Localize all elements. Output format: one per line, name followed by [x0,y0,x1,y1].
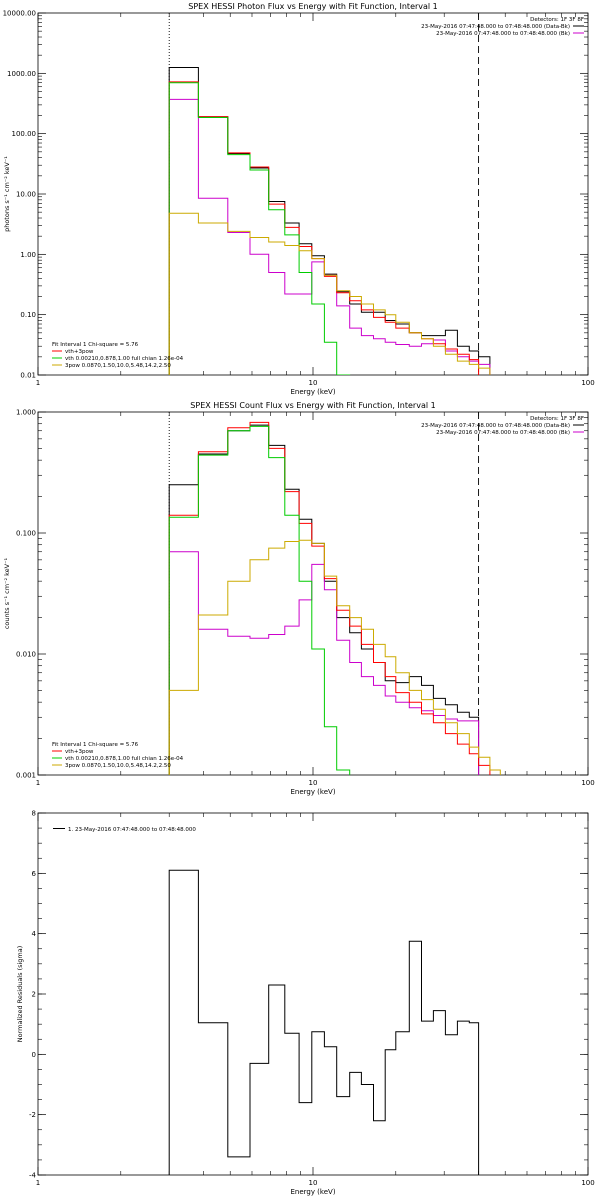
y-tick-label: -4 [29,1172,37,1180]
legend-entry: 3pow 0.0870,1.50,10.0,5.48,14.2,2.50 [65,763,171,769]
x-tick-label: 10 [309,379,318,387]
legend-entry: vth+3pow [65,749,94,755]
series-line [168,869,480,1175]
series-residuals [168,869,480,1175]
x-tick-label: 100 [581,379,594,387]
series-line [168,81,480,375]
legend-entry: vth+3pow [65,349,94,355]
x-tick-label: 1 [36,779,40,787]
series-vth [168,425,351,775]
y-axis-label: photons s⁻¹ cm⁻² keV⁻¹ [3,156,11,232]
legend-entry: 23-May-2016 07:47:48.000 to 07:48:48.000… [421,423,570,429]
y-tick-label: -2 [29,1111,36,1119]
legend-entry: 3pow 0.0870,1.50,10.0,5.48,14.2,2.50 [65,363,171,369]
series-line [168,425,351,775]
legend-entry: vth 0.00210,0.878,1.00 full chian 1.26e-… [65,356,184,362]
series-bk [168,98,491,375]
x-tick-label: 10 [309,1179,318,1187]
series-line [168,539,501,775]
x-tick-label: 100 [581,1179,594,1187]
panel-3: 1 10 100 Energy (keV) -4 -2 0 2 4 6 8 Normalized Re… [16,810,595,1197]
legend-entry: Detectors: 1F 3F 8F [530,416,584,422]
legend-entry: Detectors: 1F 3F 8F [530,17,584,23]
x-axis-label: Energy (keV) [290,1188,335,1196]
y-tick-label: 1.00 [20,251,36,259]
series-3pow [168,539,501,775]
y-tick-label: 10000.00 [3,10,36,18]
plot-frame [37,411,589,776]
series-vth-3pow [168,421,491,775]
series-data-bk [168,424,480,775]
y-tick-label: 1.000 [16,409,36,417]
panel-1: SPEX HESSI Photon Flux vs Energy with Fi… [3,2,595,396]
x-tick-label: 100 [581,779,594,787]
y-tick-label: 10.00 [16,191,36,199]
legend-entry: 23-May-2016 07:47:48.000 to 07:48:48.000… [421,24,570,30]
legend-entry: 1. 23-May-2016 07:47:48.000 to 07:48:48.… [68,827,196,833]
chart-title: SPEX HESSI Count Flux vs Energy with Fit… [190,401,435,410]
legend-entry: 23-May-2016 07:47:48.000 to 07:48:48.000… [436,430,570,436]
plot-frame [37,12,589,376]
series-line [168,421,491,775]
y-tick-label: 0 [32,1051,36,1059]
series-data-bk [168,67,491,375]
series-line [168,67,491,375]
y-tick-label: 100.00 [12,130,37,138]
series-3pow [168,212,491,375]
y-axis-label: Normalized Residuals (sigma) [16,946,24,1043]
series-line [168,98,491,375]
y-tick-label: 0.100 [16,530,36,538]
legend-entry: 23-May-2016 07:47:48.000 to 07:48:48.000… [436,31,570,37]
legend-entry: vth 0.00210,0.878,1.00 full chian 1.26e-… [65,756,184,762]
series-line [168,212,491,375]
y-tick-label: 0.10 [20,311,36,319]
panel-2: SPEX HESSI Count Flux vs Energy with Fit… [3,401,595,796]
x-tick-label: 10 [309,779,318,787]
legend-entry: Fit Interval 1 Chi-square = 5.76 [52,742,139,748]
y-tick-label: 0.001 [16,772,36,780]
y-tick-label: 0.01 [20,372,36,380]
y-tick-label: 2 [32,991,36,999]
series-vth-3pow [168,81,480,375]
x-tick-label: 1 [36,1179,40,1187]
legend-entry: Fit Interval 1 Chi-square = 5.76 [52,342,139,348]
series-line [168,82,351,375]
plot-frame [37,812,589,1176]
y-tick-label: 1000.00 [7,70,36,78]
y-tick-label: 6 [32,870,37,878]
y-tick-label: 0.010 [16,651,36,659]
chart-title: SPEX HESSI Photon Flux vs Energy with Fi… [188,2,438,11]
series-vth [168,82,351,375]
x-axis-label: Energy (keV) [290,788,335,796]
y-tick-label: 4 [32,930,37,938]
y-axis-label: counts s⁻¹ cm⁻² keV⁻¹ [3,557,11,629]
series-line [168,424,480,775]
x-tick-label: 1 [36,379,40,387]
y-tick-label: 8 [32,810,36,818]
x-axis-label: Energy (keV) [290,388,335,396]
